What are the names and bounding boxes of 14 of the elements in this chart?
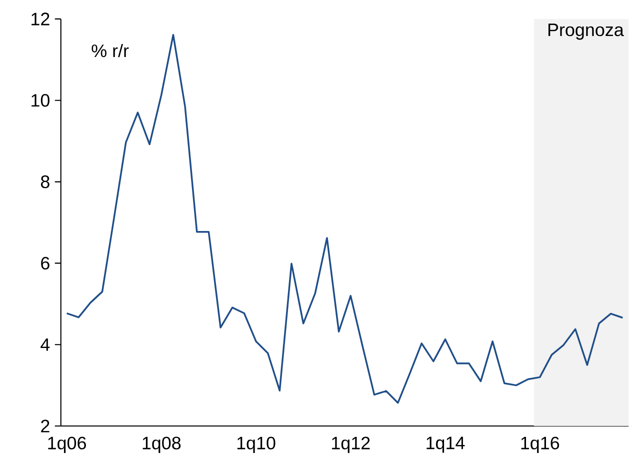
y-tick-label: 6 — [41, 256, 50, 270]
y-tick-label: 8 — [40, 175, 50, 188]
x-tick-label: 1q14 — [426, 436, 465, 453]
x-tick-label: 1q06 — [48, 436, 86, 454]
x-tick-label: 1q12 — [332, 436, 370, 454]
annotation: Prognoza — [548, 24, 624, 40]
y-tick-label: 12 — [32, 12, 50, 26]
y-axis-title: % r/r — [92, 44, 129, 58]
y-tick-label: 10 — [32, 94, 50, 107]
y-tick-label: 2 — [41, 420, 50, 432]
x-tick-label: 1q08 — [142, 436, 181, 454]
x-tick-label: 1q10 — [237, 436, 276, 454]
y-tick-label: 4 — [40, 338, 50, 351]
x-tick-label: 1q16 — [521, 436, 560, 454]
